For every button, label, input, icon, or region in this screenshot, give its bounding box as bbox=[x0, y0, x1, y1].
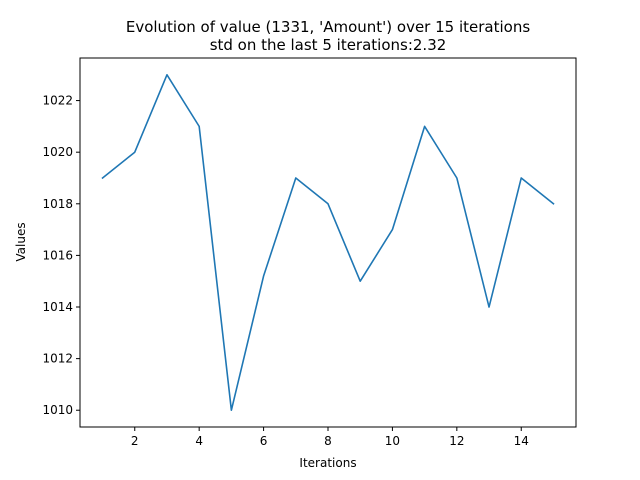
y-tick-label: 1020 bbox=[42, 145, 73, 159]
x-tick-label: 12 bbox=[449, 434, 464, 448]
y-axis: 1010 1012 1014 1016 1018 1020 1022 bbox=[42, 94, 80, 417]
axes-frame bbox=[79, 57, 577, 428]
y-tick-label: 1022 bbox=[42, 94, 73, 108]
x-tick-label: 8 bbox=[324, 434, 332, 448]
x-axis-label: Iterations bbox=[299, 456, 356, 470]
series-layer bbox=[101, 73, 555, 412]
y-axis-label: Values bbox=[14, 222, 28, 261]
chart-subtitle: std on the last 5 iterations:2.32 bbox=[210, 36, 447, 54]
x-tick-label: 14 bbox=[514, 434, 529, 448]
y-tick-label: 1012 bbox=[42, 352, 73, 366]
x-tick-label: 4 bbox=[195, 434, 203, 448]
x-tick-label: 2 bbox=[131, 434, 139, 448]
x-axis: 2 4 6 8 10 12 14 bbox=[131, 427, 529, 448]
y-tick-label: 1018 bbox=[42, 197, 73, 211]
chart-title: Evolution of value (1331, 'Amount') over… bbox=[126, 18, 530, 36]
x-tick-label: 6 bbox=[260, 434, 268, 448]
series-line bbox=[101, 73, 555, 412]
x-tick-label: 10 bbox=[385, 434, 400, 448]
y-tick-label: 1014 bbox=[42, 300, 73, 314]
y-tick-label: 1010 bbox=[42, 403, 73, 417]
y-tick-label: 1016 bbox=[42, 248, 73, 262]
